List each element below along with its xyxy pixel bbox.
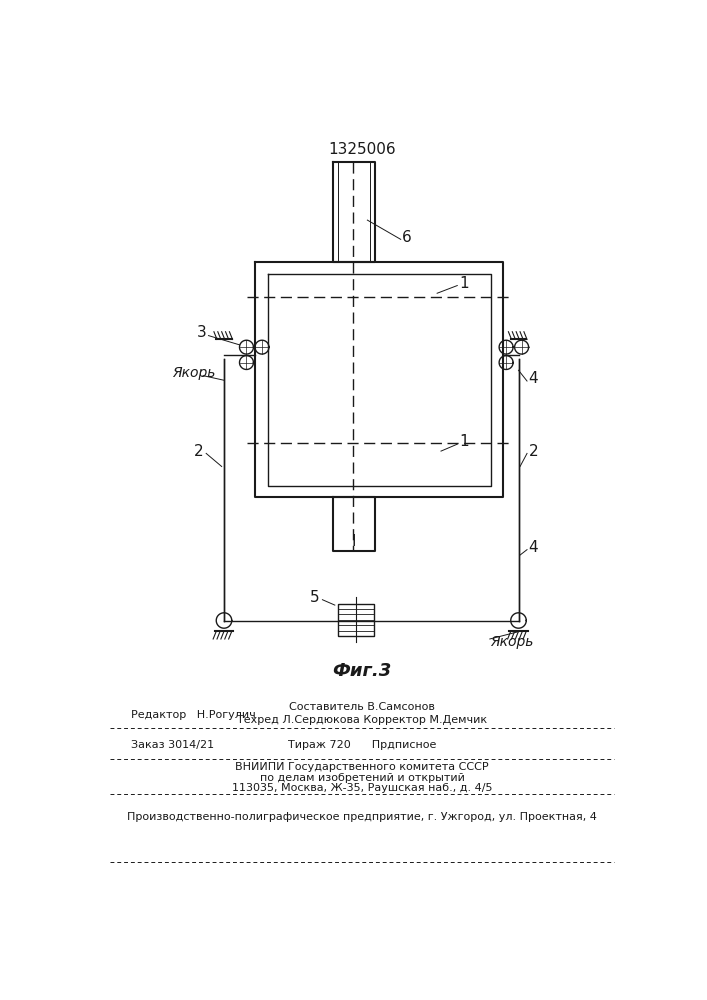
Text: 113035, Москва, Ж-35, Раушская наб., д. 4/5: 113035, Москва, Ж-35, Раушская наб., д. … <box>232 783 492 793</box>
Text: Техред Л.Сердюкова Корректор М.Демчик: Техред Л.Сердюкова Корректор М.Демчик <box>237 715 487 725</box>
Bar <box>338 604 373 636</box>
Text: Якорь: Якорь <box>490 635 533 649</box>
Text: 1: 1 <box>459 276 469 291</box>
Text: ВНИИПИ Государственного комитета СССР: ВНИИПИ Государственного комитета СССР <box>235 762 489 772</box>
Text: Составитель В.Самсонов: Составитель В.Самсонов <box>289 702 435 712</box>
Text: по делам изобретений и открытий: по делам изобретений и открытий <box>259 773 464 783</box>
Text: Производственно-полиграфическое предприятие, г. Ужгород, ул. Проектная, 4: Производственно-полиграфическое предприя… <box>127 812 597 822</box>
Text: 4: 4 <box>529 371 538 386</box>
Text: I: I <box>351 534 356 549</box>
Text: 1325006: 1325006 <box>328 142 396 157</box>
Text: 4: 4 <box>529 540 538 555</box>
Text: Фиг.3: Фиг.3 <box>332 662 392 680</box>
Text: Якорь: Якорь <box>172 366 216 380</box>
Text: 3: 3 <box>197 325 206 340</box>
Text: 5: 5 <box>310 590 320 605</box>
Text: 2: 2 <box>194 444 203 459</box>
Text: Тираж 720      Прдписное: Тираж 720 Прдписное <box>288 740 436 750</box>
Text: 6: 6 <box>402 230 412 245</box>
Text: 2: 2 <box>529 444 538 459</box>
Text: Редактор   Н.Рогулич: Редактор Н.Рогулич <box>131 710 256 720</box>
Text: 1: 1 <box>459 434 469 449</box>
Text: Заказ 3014/21: Заказ 3014/21 <box>131 740 214 750</box>
